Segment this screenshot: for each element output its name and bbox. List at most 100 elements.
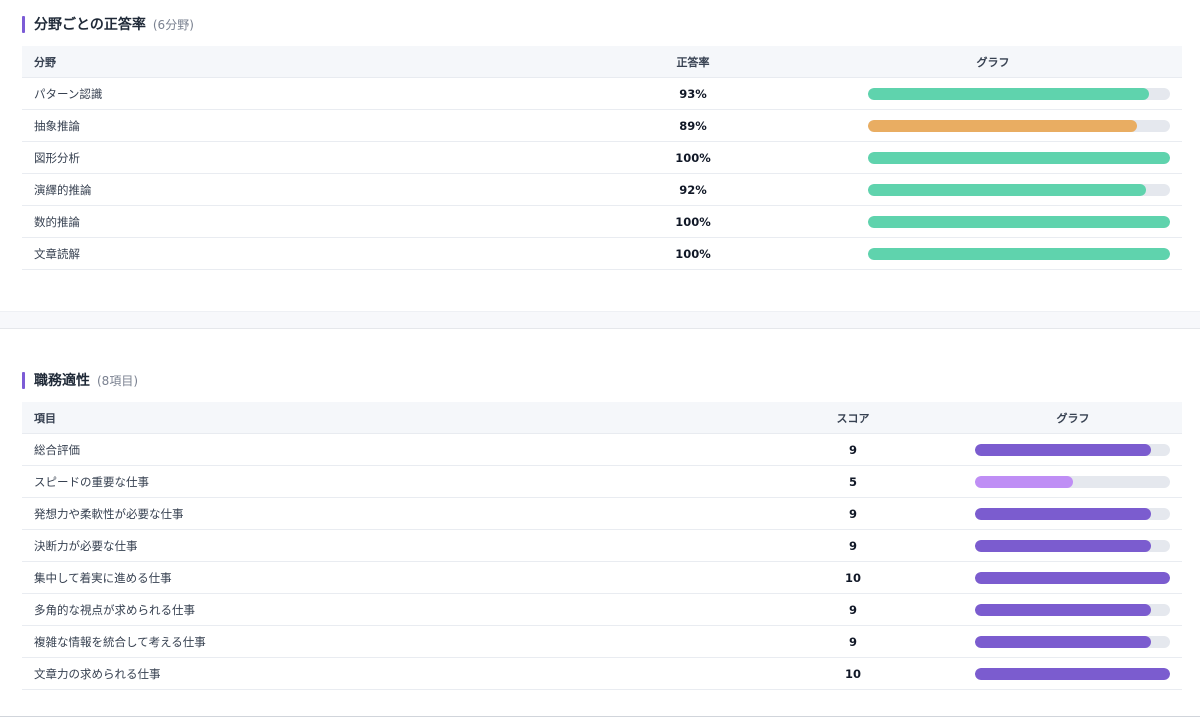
aptitude-name: 複雑な情報を統合して考える仕事 bbox=[34, 634, 206, 649]
field-accuracy-title: 分野ごとの正答率 bbox=[34, 17, 146, 33]
progress-track bbox=[975, 571, 1170, 584]
progress-track bbox=[868, 247, 1170, 260]
table-row: 数的推論 100% bbox=[22, 206, 1182, 238]
progress-track bbox=[975, 667, 1170, 680]
progress-track bbox=[975, 475, 1170, 488]
progress-fill bbox=[975, 475, 1073, 488]
progress-track bbox=[868, 183, 1170, 196]
graph-cell bbox=[964, 571, 1182, 584]
field-name: パターン認識 bbox=[34, 86, 103, 101]
progress-fill bbox=[975, 443, 1151, 456]
job-aptitude-table: 項目 スコア グラフ 総合評価 9 スピードの重要な仕事 5 発想力や柔軟性が必要な仕事… bbox=[22, 402, 1182, 690]
job-aptitude-section: 職務適性 (8項目) 項目 スコア グラフ 総合評価 9 スピードの重要な仕事 5 発想… bbox=[0, 329, 1200, 717]
header-score: スコア bbox=[836, 411, 870, 425]
table-row: 発想力や柔軟性が必要な仕事 9 bbox=[22, 498, 1182, 530]
section-accent-bar bbox=[22, 15, 25, 33]
progress-fill bbox=[975, 667, 1170, 680]
table-row: 決断力が必要な仕事 9 bbox=[22, 530, 1182, 562]
table-row: 図形分析 100% bbox=[22, 142, 1182, 174]
table-row: 多角的な視点が求められる仕事 9 bbox=[22, 594, 1182, 626]
table-header: 項目 スコア グラフ bbox=[22, 402, 1182, 434]
progress-track bbox=[975, 507, 1170, 520]
progress-fill bbox=[975, 507, 1151, 520]
section-divider bbox=[0, 311, 1200, 329]
graph-cell bbox=[804, 183, 1182, 196]
table-body: パターン認識 93% 抽象推論 89% 図形分析 100% 演繹的推論 92% 数的推論 100%… bbox=[22, 78, 1182, 270]
progress-fill bbox=[868, 215, 1170, 228]
section-accent-bar bbox=[22, 371, 25, 389]
aptitude-name: 多角的な視点が求められる仕事 bbox=[34, 602, 195, 617]
graph-cell bbox=[964, 443, 1182, 456]
progress-track bbox=[868, 87, 1170, 100]
graph-cell bbox=[804, 215, 1182, 228]
table-row: スピードの重要な仕事 5 bbox=[22, 466, 1182, 498]
header-graph: グラフ bbox=[1056, 411, 1090, 425]
header-field: 分野 bbox=[34, 55, 56, 69]
aptitude-name: 文章力の求められる仕事 bbox=[34, 666, 161, 681]
progress-fill bbox=[868, 247, 1170, 260]
progress-track bbox=[868, 215, 1170, 228]
graph-cell bbox=[964, 507, 1182, 520]
aptitude-name: スピードの重要な仕事 bbox=[34, 474, 149, 489]
graph-cell bbox=[964, 539, 1182, 552]
aptitude-name: 集中して着実に進める仕事 bbox=[34, 570, 172, 585]
graph-cell bbox=[804, 87, 1182, 100]
aptitude-value: 5 bbox=[848, 474, 857, 489]
table-header: 分野 正答率 グラフ bbox=[22, 46, 1182, 78]
progress-fill bbox=[975, 635, 1151, 648]
table-row: 集中して着実に進める仕事 10 bbox=[22, 562, 1182, 594]
aptitude-value: 9 bbox=[848, 442, 857, 457]
graph-cell bbox=[804, 247, 1182, 260]
field-value: 89% bbox=[679, 118, 707, 133]
aptitude-name: 決断力が必要な仕事 bbox=[34, 538, 138, 553]
field-name: 抽象推論 bbox=[34, 118, 80, 133]
field-name: 図形分析 bbox=[34, 150, 80, 165]
table-row: パターン認識 93% bbox=[22, 78, 1182, 110]
progress-track bbox=[975, 443, 1170, 456]
progress-fill bbox=[975, 539, 1151, 552]
aptitude-value: 9 bbox=[848, 602, 857, 617]
progress-fill bbox=[975, 603, 1151, 616]
field-accuracy-heading: 分野ごとの正答率 (6分野) bbox=[22, 15, 194, 33]
progress-fill bbox=[868, 119, 1137, 132]
aptitude-value: 9 bbox=[848, 506, 857, 521]
field-name: 数的推論 bbox=[34, 214, 80, 229]
graph-cell bbox=[804, 151, 1182, 164]
field-value: 100% bbox=[675, 150, 711, 165]
progress-track bbox=[868, 119, 1170, 132]
graph-cell bbox=[964, 475, 1182, 488]
graph-cell bbox=[964, 603, 1182, 616]
table-row: 総合評価 9 bbox=[22, 434, 1182, 466]
field-value: 92% bbox=[679, 182, 707, 197]
graph-cell bbox=[964, 667, 1182, 680]
job-aptitude-title: 職務適性 bbox=[34, 373, 90, 389]
progress-fill bbox=[975, 571, 1170, 584]
progress-track bbox=[975, 539, 1170, 552]
aptitude-value: 9 bbox=[848, 634, 857, 649]
aptitude-name: 総合評価 bbox=[34, 442, 80, 457]
table-row: 複雑な情報を統合して考える仕事 9 bbox=[22, 626, 1182, 658]
field-accuracy-section: 分野ごとの正答率 (6分野) 分野 正答率 グラフ パターン認識 93% 抽象推論 8… bbox=[0, 0, 1200, 311]
aptitude-value: 9 bbox=[848, 538, 857, 553]
field-accuracy-table: 分野 正答率 グラフ パターン認識 93% 抽象推論 89% 図形分析 100% 演繹的推論… bbox=[22, 46, 1182, 270]
progress-track bbox=[975, 603, 1170, 616]
job-aptitude-heading: 職務適性 (8項目) bbox=[22, 371, 138, 389]
progress-track bbox=[868, 151, 1170, 164]
progress-fill bbox=[868, 151, 1170, 164]
field-value: 100% bbox=[675, 246, 711, 261]
aptitude-value: 10 bbox=[844, 570, 861, 585]
field-value: 93% bbox=[679, 86, 707, 101]
field-value: 100% bbox=[675, 214, 711, 229]
table-row: 文章読解 100% bbox=[22, 238, 1182, 270]
field-name: 演繹的推論 bbox=[34, 182, 92, 197]
aptitude-name: 発想力や柔軟性が必要な仕事 bbox=[34, 506, 184, 521]
graph-cell bbox=[804, 119, 1182, 132]
table-row: 文章力の求められる仕事 10 bbox=[22, 658, 1182, 690]
field-name: 文章読解 bbox=[34, 246, 80, 261]
table-row: 演繹的推論 92% bbox=[22, 174, 1182, 206]
job-aptitude-count: (8項目) bbox=[97, 373, 138, 388]
header-graph: グラフ bbox=[976, 55, 1010, 69]
progress-fill bbox=[868, 183, 1146, 196]
table-body: 総合評価 9 スピードの重要な仕事 5 発想力や柔軟性が必要な仕事 9 決断力が必要な仕事 9… bbox=[22, 434, 1182, 690]
aptitude-value: 10 bbox=[844, 666, 861, 681]
